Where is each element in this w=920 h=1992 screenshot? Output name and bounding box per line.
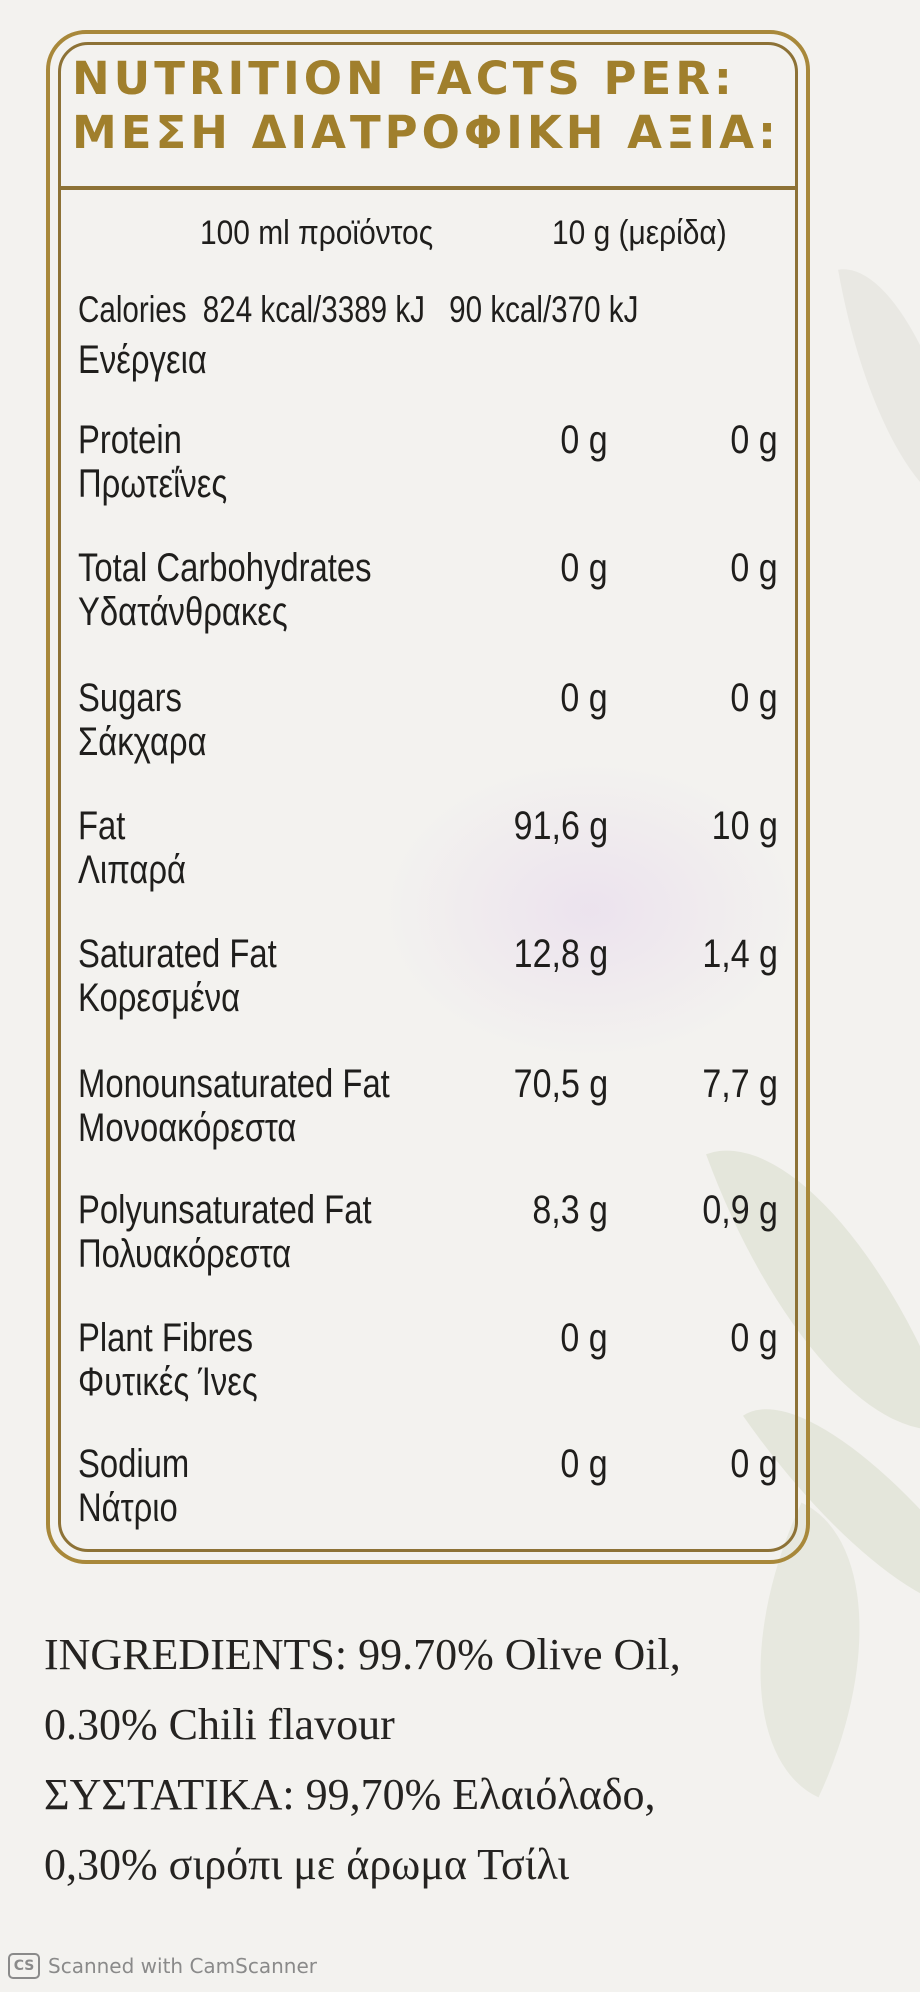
header-divider [58, 186, 798, 190]
nutrient-row-sodium: Sodium Νάτριο 0 g 0 g [78, 1442, 778, 1530]
nutrient-value-100ml: 0 g [560, 1316, 608, 1360]
nutrient-name-gr: Λιπαρά [78, 848, 186, 892]
nutrient-row-saturated-fat: Saturated Fat Κορεσμένα 12,8 g 1,4 g [78, 932, 778, 1020]
ingredients-line-gr-2: 0,30% σιρόπι με άρωμα Τσίλι [44, 1840, 570, 1889]
nutrient-name-gr: Πρωτεΐνες [78, 462, 228, 506]
ingredients-line-en-2: 0.30% Chili flavour [44, 1700, 395, 1749]
nutrient-name-gr: Μονοακόρεστα [78, 1106, 297, 1150]
nutrition-label-inner-frame [58, 42, 798, 1552]
nutrient-value-100ml: 0 g [560, 676, 608, 720]
nutrient-value-serving: 0 g [730, 418, 778, 462]
nutrition-label-outer-frame [46, 30, 810, 1564]
nutrient-row-polyunsaturated-fat: Polyunsaturated Fat Πολυακόρεστα 8,3 g 0… [78, 1188, 778, 1276]
calories-per-100ml: 824 kcal/3389 kJ [202, 289, 425, 330]
nutrition-title-gr: ΜΕΣΗ ΔΙΑΤΡΟΦΙΚΗ ΑΞΙΑ: [72, 106, 780, 159]
calories-label-gr: Ενέργεια [78, 338, 207, 382]
nutrient-name-gr: Πολυακόρεστα [78, 1232, 292, 1276]
nutrient-value-100ml: 0 g [560, 418, 608, 462]
nutrient-name-en: Sugars [78, 676, 182, 720]
nutrient-value-serving: 0 g [730, 546, 778, 590]
nutrient-value-serving: 0 g [730, 676, 778, 720]
nutrition-title-en: NUTRITION FACTS PER: [72, 52, 736, 105]
nutrient-row-sugars: Sugars Σάκχαρα 0 g 0 g [78, 676, 778, 764]
calories-gr-row: Ενέργεια [78, 338, 778, 382]
nutrient-name-gr: Φυτικές Ίνες [78, 1360, 258, 1404]
nutrient-name-gr: Σάκχαρα [78, 720, 207, 764]
nutrient-name-gr: Κορεσμένα [78, 976, 241, 1020]
nutrient-value-serving: 1,4 g [702, 932, 778, 976]
nutrient-value-serving: 7,7 g [702, 1062, 778, 1106]
olive-leaf-decoration [838, 254, 920, 526]
column-header-100ml: 100 ml προϊόντος [200, 214, 434, 252]
nutrient-value-serving: 10 g [711, 804, 778, 848]
nutrient-name-en: Protein [78, 418, 182, 462]
nutrient-row-protein: Protein Πρωτεΐνες 0 g 0 g [78, 418, 778, 506]
nutrient-row-monounsaturated-fat: Monounsaturated Fat Μονοακόρεστα 70,5 g … [78, 1062, 778, 1150]
column-header-serving: 10 g (μερίδα) [552, 214, 727, 252]
nutrient-name-en: Monounsaturated Fat [78, 1062, 390, 1106]
nutrient-name-en: Polyunsaturated Fat [78, 1188, 372, 1232]
nutrient-value-100ml: 70,5 g [513, 1062, 608, 1106]
ingredients-block: INGREDIENTS: 99.70% Olive Oil, 0.30% Chi… [44, 1620, 884, 1900]
nutrient-row-plant-fibres: Plant Fibres Φυτικές Ίνες 0 g 0 g [78, 1316, 778, 1404]
nutrient-name-gr: Υδατάνθρακες [78, 590, 288, 634]
nutrient-row-carbohydrates: Total Carbohydrates Υδατάνθρακες 0 g 0 g [78, 546, 778, 634]
nutrient-value-serving: 0,9 g [702, 1188, 778, 1232]
nutrient-value-100ml: 0 g [560, 546, 608, 590]
scanner-watermark: CS Scanned with CamScanner [8, 1948, 317, 1984]
nutrient-value-100ml: 0 g [560, 1442, 608, 1486]
nutrient-name-en: Total Carbohydrates [78, 546, 372, 590]
nutrient-row-fat: Fat Λιπαρά 91,6 g 10 g [78, 804, 778, 892]
watermark-text: Scanned with CamScanner [48, 1954, 317, 1978]
nutrient-value-100ml: 12,8 g [513, 932, 608, 976]
background-tint [380, 760, 800, 1060]
nutrient-name-en: Sodium [78, 1442, 190, 1486]
camscanner-logo-icon: CS [8, 1953, 40, 1979]
nutrient-name-en: Saturated Fat [78, 932, 277, 976]
nutrient-value-serving: 0 g [730, 1442, 778, 1486]
nutrient-name-en: Plant Fibres [78, 1316, 254, 1360]
calories-per-serving: 90 kcal/370 kJ [449, 289, 639, 330]
nutrition-header: NUTRITION FACTS PER: ΜΕΣΗ ΔΙΑΤΡΟΦΙΚΗ ΑΞΙ… [72, 52, 784, 160]
nutrient-name-en: Fat [78, 804, 126, 848]
nutrient-value-serving: 0 g [730, 1316, 778, 1360]
nutrient-value-100ml: 8,3 g [532, 1188, 608, 1232]
nutrient-name-gr: Νάτριο [78, 1486, 178, 1530]
calories-label: Calories [78, 289, 187, 330]
calories-row: Calories 824 kcal/3389 kJ 90 kcal/370 kJ [78, 288, 638, 332]
ingredients-line-gr-1: ΣΥΣΤΑΤΙΚΑ: 99,70% Ελαιόλαδο, [44, 1770, 656, 1819]
nutrient-value-100ml: 91,6 g [513, 804, 608, 848]
ingredients-line-en-1: INGREDIENTS: 99.70% Olive Oil, [44, 1630, 681, 1679]
